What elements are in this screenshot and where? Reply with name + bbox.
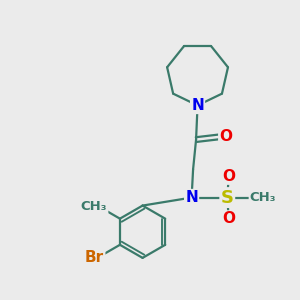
Text: CH₃: CH₃ <box>81 200 107 213</box>
Text: S: S <box>221 189 234 207</box>
Text: O: O <box>222 169 235 184</box>
Text: CH₃: CH₃ <box>250 191 276 204</box>
Text: O: O <box>219 129 232 144</box>
Text: Br: Br <box>85 250 104 265</box>
Text: N: N <box>185 190 198 205</box>
Text: O: O <box>222 212 235 226</box>
Text: N: N <box>191 98 204 113</box>
